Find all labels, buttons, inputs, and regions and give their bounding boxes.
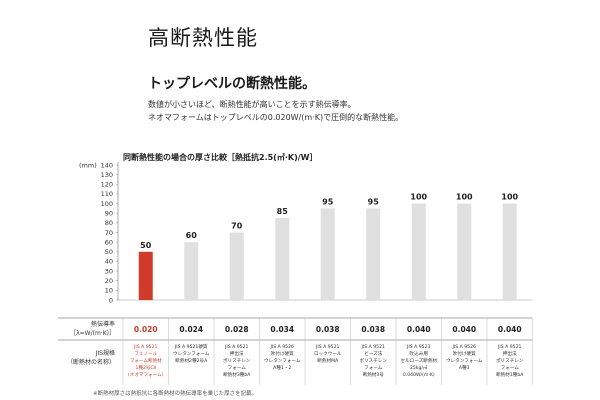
bar-value-label: 60 bbox=[186, 231, 198, 240]
bar bbox=[320, 208, 335, 300]
y-tick-label: 120 bbox=[101, 181, 113, 189]
jis-header-sub: （断熱材の名称） bbox=[67, 358, 115, 366]
jis-name-line: 吹付け硬質 bbox=[271, 350, 294, 357]
bar-value-label: 100 bbox=[501, 193, 518, 202]
jis-name-line: A種1・2 bbox=[273, 364, 291, 371]
bar bbox=[184, 242, 199, 300]
jis-name-line: ポリスチレン bbox=[359, 357, 387, 364]
description-line-2: ネオマフォームはトップレベルの0.020W/(m·K)で圧倒的な断熱性能。 bbox=[148, 113, 404, 122]
bar-value-label: 70 bbox=[231, 222, 243, 231]
y-tick-label: 0 bbox=[109, 296, 113, 304]
y-tick-label: 30 bbox=[105, 267, 113, 275]
footnote: ※断熱材厚さは熱抵抗に各断熱材の熱伝導率を乗じた厚さを記載。 bbox=[93, 391, 258, 397]
conductivity-value: 0.028 bbox=[225, 325, 249, 334]
jis-name-line: ウレタンフォーム bbox=[446, 357, 483, 364]
jis-name-line: JIS A 9526 bbox=[452, 344, 476, 350]
jis-name-line: 0.040W/(m·K) bbox=[403, 372, 435, 378]
conductivity-value: 0.034 bbox=[270, 325, 294, 334]
y-tick-label: 20 bbox=[105, 277, 113, 285]
bar-value-label: 95 bbox=[368, 197, 380, 206]
jis-name-line: 断熱材MA bbox=[317, 357, 339, 364]
jis-name-line: 25kg/㎥ bbox=[410, 364, 428, 371]
y-tick-label: 50 bbox=[105, 248, 113, 256]
bar-value-label: 50 bbox=[140, 241, 152, 250]
jis-name-line: ビーズ法 bbox=[364, 350, 383, 357]
conductivity-value: 0.040 bbox=[407, 325, 431, 334]
bar bbox=[457, 203, 472, 300]
jis-name-line: A種3 bbox=[459, 364, 470, 371]
jis-name-line: (ネオマフォーム) bbox=[128, 372, 164, 378]
bar bbox=[411, 203, 426, 300]
jis-name-line: ウレタンフォーム bbox=[173, 350, 210, 357]
jis-name-line: フェノール bbox=[134, 351, 157, 357]
jis-name-line: JIS A 9521 bbox=[497, 344, 521, 350]
jis-name-line: JIS A 9521 bbox=[361, 344, 385, 350]
jis-header: JIS規格 bbox=[95, 349, 115, 357]
jis-name-line: 1種2号CⅡ bbox=[135, 364, 156, 371]
bar bbox=[275, 218, 290, 300]
jis-name-line: 断熱材2種2号A bbox=[175, 357, 208, 364]
jis-name-line: フォーム断熱材 bbox=[130, 357, 162, 364]
bar bbox=[229, 232, 244, 300]
y-axis-unit-label: (mm) bbox=[79, 161, 97, 169]
jis-name-line: 吹付け硬質 bbox=[453, 350, 476, 357]
jis-name-line: 断熱材1種bA bbox=[496, 371, 524, 378]
y-tick-label: 60 bbox=[105, 238, 113, 246]
jis-name-line: 断熱材3号 bbox=[363, 371, 385, 378]
jis-name-line: 押出法 bbox=[503, 350, 517, 357]
y-tick-label: 40 bbox=[105, 258, 113, 266]
jis-name-line: JIS A 9521硬質 bbox=[174, 343, 208, 350]
jis-name-line: ロックウール bbox=[314, 350, 342, 357]
jis-name-line: 断熱材3種bA bbox=[223, 371, 251, 378]
y-tick-label: 90 bbox=[105, 210, 113, 218]
jis-name-line: 吹込み用 bbox=[410, 350, 429, 357]
y-tick-label: 110 bbox=[101, 190, 113, 198]
bar-value-label: 95 bbox=[322, 197, 334, 206]
conductivity-value: 0.024 bbox=[179, 325, 203, 334]
conductivity-value: 0.038 bbox=[316, 325, 340, 334]
jis-name-line: 押出法 bbox=[230, 350, 244, 357]
jis-name-line: フォーム bbox=[501, 365, 520, 371]
bar bbox=[366, 208, 381, 300]
bar bbox=[138, 251, 153, 300]
jis-name-line: JIS A 9523 bbox=[406, 344, 430, 350]
y-tick-label: 80 bbox=[105, 219, 113, 227]
jis-name-line: フォーム bbox=[228, 365, 247, 371]
conductivity-value: 0.040 bbox=[452, 325, 476, 334]
y-tick-label: 130 bbox=[101, 171, 113, 179]
conductivity-value: 0.038 bbox=[361, 325, 385, 334]
bar-value-label: 100 bbox=[410, 193, 427, 202]
y-tick-label: 70 bbox=[105, 229, 113, 237]
y-tick-label: 100 bbox=[101, 200, 113, 208]
bar bbox=[502, 203, 517, 300]
conductivity-value: 0.020 bbox=[134, 325, 158, 334]
bar-value-label: 85 bbox=[277, 207, 289, 216]
jis-name-line: ウレタンフォーム bbox=[264, 357, 301, 364]
jis-name-line: フォーム bbox=[364, 365, 383, 371]
y-tick-label: 140 bbox=[101, 161, 113, 169]
jis-name-line: セルローズ断熱材 bbox=[400, 357, 437, 364]
jis-name-line: JIS A 9526 bbox=[270, 344, 294, 350]
jis-name-line: JIS A 9521 bbox=[133, 344, 157, 350]
jis-name-line: ポリスチレン bbox=[223, 357, 251, 364]
conductivity-value: 0.040 bbox=[498, 325, 522, 334]
description-line-1: 数値が小さいほど、断熱性能が高いことを示す熱伝導率。 bbox=[148, 100, 356, 109]
y-tick-label: 10 bbox=[105, 287, 113, 295]
conductivity-header: 熱伝導率 bbox=[91, 320, 115, 328]
headline: トップレベルの断熱性能。 bbox=[148, 76, 316, 92]
page-title: 高断熱性能 bbox=[148, 26, 258, 50]
jis-name-line: JIS A 9521 bbox=[224, 344, 248, 350]
jis-name-line: JIS A 9521 bbox=[315, 344, 339, 350]
conductivity-header-unit: ［λ=W/(m·K)］ bbox=[70, 330, 115, 337]
chart-title: 同断熱性能の場合の厚さ比較［熱抵抗2.5(㎡·K)/W］ bbox=[123, 153, 318, 162]
bar-value-label: 100 bbox=[456, 193, 473, 202]
jis-name-line: ポリスチレン bbox=[496, 357, 524, 364]
